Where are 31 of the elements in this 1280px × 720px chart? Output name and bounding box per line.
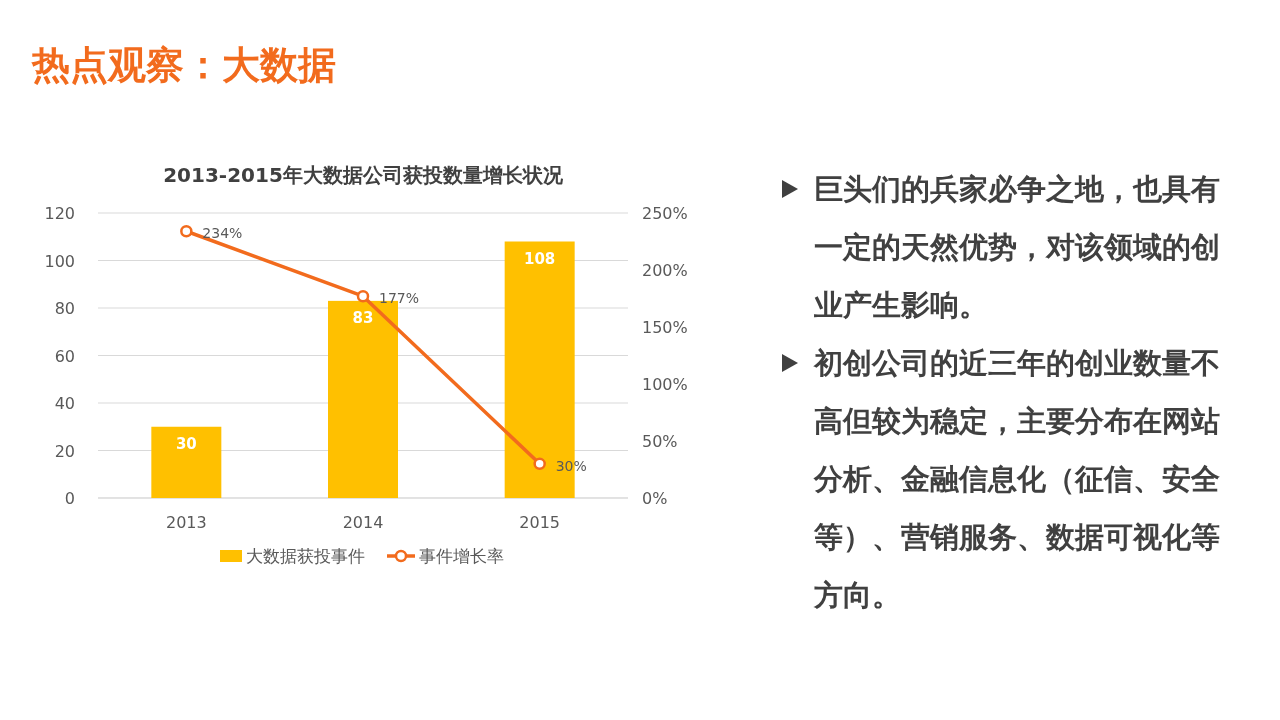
text: 巨头们的兵家必争之地，也具有一定的天然优势，对该领域的创业产生影响。 <box>814 172 1220 322</box>
data-label: 234% <box>202 225 243 242</box>
data-label: 177% <box>379 290 420 307</box>
data-label: 108 <box>524 249 556 268</box>
y2-tick-label: 200% <box>642 261 688 280</box>
y2-tick-label: 50% <box>642 432 678 451</box>
y2-tick-label: 100% <box>642 375 688 394</box>
legend-label: 事件增长率 <box>419 546 504 566</box>
bar <box>151 426 222 498</box>
x-tick-label: 2013 <box>165 513 207 532</box>
data-label: 30 <box>175 434 197 453</box>
point <box>533 457 546 471</box>
y-tick-label: 80 <box>54 299 75 318</box>
text: 热点观察：大数据 <box>32 42 336 89</box>
y-tick-label: 100 <box>44 251 75 271</box>
y-tick-label: 60 <box>54 346 75 366</box>
y2-tick-label: 250% <box>642 204 688 223</box>
y-tick-label: 0 <box>64 489 75 508</box>
x-tick-label: 2014 <box>342 513 384 532</box>
point <box>356 289 370 303</box>
y-tick-label: 120 <box>44 204 75 223</box>
y-tick-label: 40 <box>54 394 75 413</box>
y-tick-label: 20 <box>54 441 75 461</box>
y2-tick-label: 0% <box>642 489 668 508</box>
chart-title: 2013-2015年大数据公司获投数量增长状况 <box>163 163 564 187</box>
text: 初创公司的近三年的创业数量不高但较为稳定，主要分布在网站分析、金融信息化（征信、安全等）、营销服务、数据可视化等方向。 <box>814 346 1220 612</box>
x-tick-label: 2015 <box>519 513 561 532</box>
data-label: 83 <box>352 308 374 327</box>
y2-tick-label: 150% <box>642 318 688 337</box>
point <box>180 224 193 238</box>
legend-label: 大数据获投事件 <box>246 546 365 566</box>
